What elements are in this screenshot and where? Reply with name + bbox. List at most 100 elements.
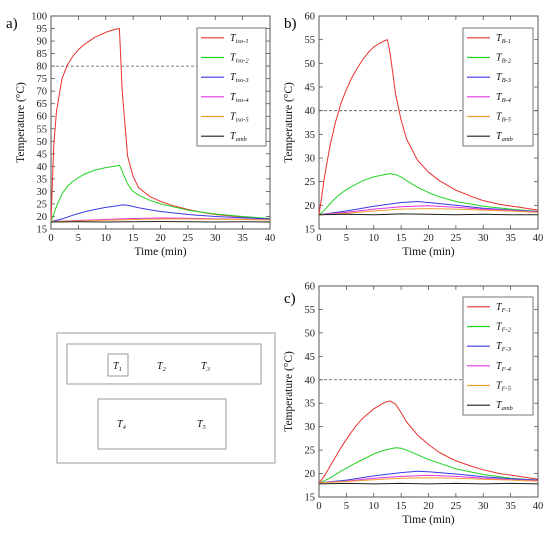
y-tick-label: 75 [37, 74, 48, 85]
panel-b: b) 0 5 10 15 20 25 30 35 40 15 20 25 30 35 40 45 50 55 60 T… [283, 12, 543, 259]
series-line-F-2 [318, 447, 539, 484]
y-tick-label: 70 [37, 87, 48, 98]
y-tick-label: 30 [305, 154, 316, 165]
sensor-label-1: T1 [113, 361, 122, 373]
y-tick-label: 35 [37, 174, 48, 185]
sensor-label-2: T2 [157, 361, 167, 373]
series-line-amb [318, 482, 539, 485]
panel-a: a) 0 5 10 15 20 25 30 35 40152025303540455055606… [6, 12, 275, 259]
y-tick-label: 50 [37, 137, 48, 148]
x-axis-label: Time (min) [134, 246, 186, 258]
y-tick-label: 55 [305, 305, 316, 316]
series-line-B-1 [318, 39, 539, 215]
panel-c-label: c) [284, 291, 296, 307]
y-tick-label: 50 [305, 59, 316, 70]
x-tick-label: 10 [369, 233, 380, 244]
outer-frame [56, 332, 276, 464]
legend-frame [462, 27, 534, 147]
y-tick-label: 60 [37, 112, 48, 123]
y-tick-label: 90 [37, 37, 48, 48]
series-line-iso-5 [50, 218, 271, 222]
sensor-label-3: T3 [201, 361, 211, 373]
y-tick-label: 30 [305, 422, 316, 433]
series-line-F-1 [318, 400, 539, 484]
y-tick-label: 25 [305, 177, 316, 188]
x-tick-label: 15 [396, 233, 407, 244]
y-tick-label: 60 [305, 282, 316, 293]
series-line-B-3 [318, 201, 539, 216]
legend-label-B-2: TB-2 [496, 53, 512, 65]
legend-label-iso-2: Tiso-2 [230, 53, 249, 65]
x-tick-label: 20 [423, 501, 434, 512]
legend-label-F-4: TF-4 [496, 361, 512, 373]
x-tick-label: 35 [505, 501, 516, 512]
y-tick-label: 40 [305, 375, 316, 386]
y-tick-label: 55 [305, 35, 316, 46]
legend-label-iso-4: Tiso-4 [230, 92, 249, 104]
lower-block [97, 398, 227, 450]
legend: TF-1 TF-2 TF-3 TF-4 TF-5 Tamb [462, 296, 534, 416]
series-line-iso-3 [50, 204, 271, 222]
y-tick-label: 30 [37, 187, 48, 198]
legend-label-F-3: TF-3 [496, 341, 512, 353]
series-line-B-2 [318, 173, 539, 216]
x-tick-label: 0 [48, 233, 53, 244]
legend: Tiso-1 Tiso-2 Tiso-3 Tiso-4 Tiso-5 Tamb [196, 27, 267, 147]
y-tick-label: 25 [37, 199, 48, 210]
y-tick-label: 20 [305, 201, 316, 212]
legend-label-iso-3: Tiso-3 [230, 72, 249, 84]
y-axis-label: Temperature (°C) [283, 351, 295, 432]
legend-label-F-2: TF-2 [496, 322, 512, 334]
sensor-1-marker [107, 353, 129, 377]
series-line-F-4 [318, 474, 539, 484]
y-tick-label: 85 [37, 49, 48, 60]
y-tick-label: 35 [305, 399, 316, 410]
x-tick-label: 5 [344, 501, 349, 512]
x-tick-label: 40 [265, 233, 276, 244]
legend-frame [196, 27, 267, 147]
x-tick-label: 0 [316, 501, 321, 512]
x-tick-label: 25 [183, 233, 194, 244]
sensor-label-4: T4 [117, 419, 127, 431]
legend-label-amb: Tamb [496, 131, 514, 143]
x-axis-label: Time (min) [402, 514, 454, 526]
panel-c: c) 0 5 10 15 20 25 30 35 40 15 20 25 30 35 40 45 50 55 60 T… [283, 282, 543, 527]
x-tick-label: 0 [316, 233, 321, 244]
y-tick-label: 65 [37, 99, 48, 110]
y-tick-label: 20 [37, 212, 48, 223]
y-axis-label: Temperature (°C) [283, 82, 295, 163]
x-tick-label: 5 [344, 233, 349, 244]
y-tick-label: 55 [37, 124, 48, 135]
x-tick-label: 20 [423, 233, 434, 244]
y-axis-label: Temperature (°C) [15, 82, 27, 163]
x-tick-label: 25 [451, 501, 462, 512]
y-tick-label: 20 [305, 469, 316, 480]
y-tick-label: 15 [305, 225, 316, 236]
upper-strip [66, 343, 262, 385]
series-line-amb [318, 213, 538, 216]
x-tick-label: 10 [369, 501, 380, 512]
x-tick-label: 30 [478, 501, 489, 512]
legend: TB-1 TB-2 TB-3 TB-4 TB-5 Tamb [462, 27, 534, 147]
y-tick-label: 15 [305, 493, 316, 504]
legend-frame [462, 296, 534, 416]
x-tick-label: 20 [155, 233, 166, 244]
y-tick-label: 50 [305, 328, 316, 339]
legend-label-F-5: TF-5 [496, 381, 512, 393]
y-tick-label: 45 [37, 149, 48, 160]
x-tick-label: 35 [237, 233, 248, 244]
x-tick-label: 30 [210, 233, 221, 244]
legend-label-amb: Tamb [496, 400, 514, 412]
sensor-layout-diagram: T1 T2 T3 T4 T5 [56, 332, 276, 464]
legend-label-B-4: TB-4 [496, 92, 512, 104]
legend-label-F-1: TF-1 [496, 302, 511, 314]
y-tick-label: 40 [37, 162, 48, 173]
panel-a-label: a) [6, 16, 18, 32]
legend-label-B-5: TB-5 [496, 112, 512, 124]
series-line-iso-2 [50, 164, 271, 222]
y-tick-label: 95 [37, 24, 48, 35]
y-tick-label: 60 [305, 12, 316, 23]
x-tick-label: 25 [451, 233, 462, 244]
y-tick-label: 40 [305, 106, 316, 117]
